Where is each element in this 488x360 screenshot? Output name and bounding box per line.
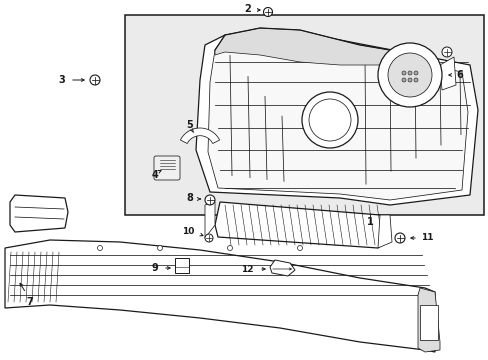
Polygon shape [417, 288, 439, 352]
Text: 4: 4 [151, 170, 158, 180]
Text: 3: 3 [59, 75, 65, 85]
Text: 7: 7 [26, 297, 33, 307]
Text: 9: 9 [151, 263, 158, 273]
Circle shape [204, 195, 215, 205]
Polygon shape [439, 57, 455, 90]
Circle shape [204, 234, 213, 242]
Circle shape [227, 246, 232, 251]
Polygon shape [207, 38, 467, 200]
Bar [419, 305, 437, 340]
Polygon shape [180, 128, 219, 144]
Circle shape [297, 246, 302, 251]
Bar [175, 258, 189, 273]
Text: 6: 6 [456, 70, 463, 80]
Polygon shape [196, 30, 477, 205]
Circle shape [377, 43, 441, 107]
Circle shape [90, 75, 100, 85]
Polygon shape [269, 260, 294, 276]
Text: 5: 5 [186, 120, 193, 130]
Polygon shape [10, 195, 68, 232]
Circle shape [157, 246, 162, 251]
Polygon shape [204, 202, 215, 238]
Circle shape [401, 78, 405, 82]
FancyBboxPatch shape [125, 15, 483, 215]
Circle shape [407, 71, 411, 75]
Circle shape [401, 71, 405, 75]
Circle shape [413, 78, 417, 82]
Circle shape [413, 71, 417, 75]
Circle shape [308, 99, 350, 141]
Text: 8: 8 [186, 193, 193, 203]
Circle shape [407, 78, 411, 82]
FancyBboxPatch shape [154, 156, 180, 180]
Circle shape [387, 53, 431, 97]
Polygon shape [5, 240, 434, 352]
Text: 11: 11 [420, 234, 432, 243]
Polygon shape [377, 215, 391, 248]
Circle shape [263, 8, 272, 17]
Polygon shape [215, 202, 389, 248]
Circle shape [302, 92, 357, 148]
Polygon shape [215, 28, 389, 65]
Text: 12: 12 [240, 265, 253, 274]
Circle shape [394, 233, 404, 243]
Text: 1: 1 [366, 217, 373, 227]
Circle shape [441, 47, 451, 57]
Circle shape [97, 246, 102, 251]
Text: 10: 10 [182, 228, 194, 237]
Text: 2: 2 [244, 4, 251, 14]
